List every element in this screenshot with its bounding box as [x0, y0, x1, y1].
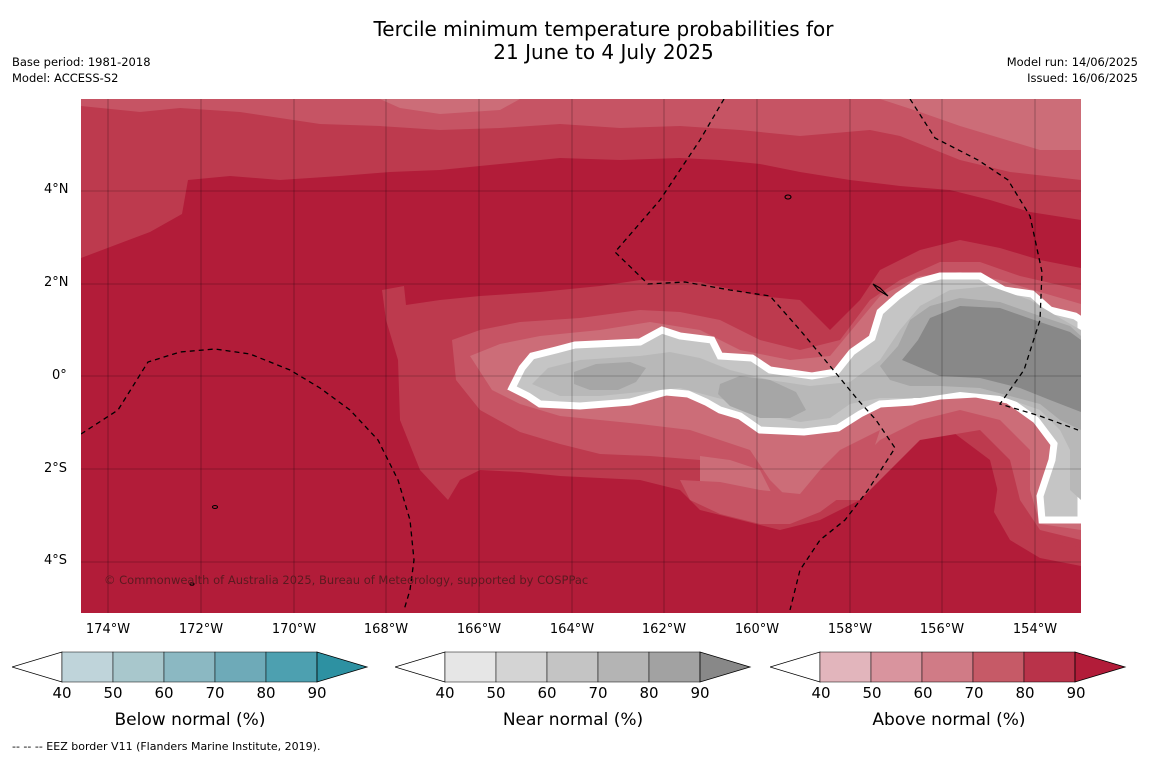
colorbar-segment — [597, 651, 650, 683]
model-name: Model: ACCESS-S2 — [12, 71, 119, 85]
colorbar-below-normal — [12, 651, 369, 683]
colorbar-near-normal — [395, 651, 752, 683]
colorbar-segment — [61, 651, 114, 683]
above-80-north-band — [81, 99, 1081, 258]
colorbar-segment — [921, 651, 974, 683]
lon-label-154w: 154°W — [1012, 622, 1058, 637]
near-80-patch-west — [574, 362, 646, 390]
meta-left: Base period: 1981-2018 Model: ACCESS-S2 — [12, 54, 151, 86]
colorbar-title-below: Below normal (%) — [114, 710, 266, 730]
colorbar-segment — [819, 651, 872, 683]
model-run: Model run: 14/06/2025 — [1006, 55, 1138, 69]
colorbar-over-arrow — [316, 651, 369, 683]
above-70-south-lobe — [680, 430, 880, 524]
lon-label-160w: 160°W — [734, 622, 780, 637]
above-80-southeast-lobe — [994, 470, 1081, 566]
lon-label-172w: 172°W — [178, 622, 224, 637]
lon-label-166w: 166°W — [456, 622, 502, 637]
above-70-north-band — [81, 99, 1081, 180]
tick-label: 50 — [862, 684, 882, 702]
lon-label-162w: 162°W — [641, 622, 687, 637]
colorbar-over-arrow — [699, 651, 752, 683]
lon-label-170w: 170°W — [271, 622, 317, 637]
colorbar-title-above: Above normal (%) — [872, 710, 1026, 730]
tick-label: 90 — [1066, 684, 1086, 702]
meta-right: Model run: 14/06/2025 Issued: 16/06/2025 — [1007, 54, 1138, 86]
lon-label-164w: 164°W — [549, 622, 595, 637]
gridlines — [81, 99, 1081, 613]
colorbar-under-arrow — [770, 651, 821, 683]
eez-border-west — [81, 348, 415, 611]
near-80-patch-central — [718, 376, 806, 418]
colorbar-segment — [870, 651, 923, 683]
tick-label: 80 — [256, 684, 276, 702]
tick-label: 90 — [307, 684, 327, 702]
tick-label: 90 — [690, 684, 710, 702]
colorbar-title-near: Near normal (%) — [502, 710, 644, 730]
colorbar-under-arrow — [12, 651, 63, 683]
colorbar-segment — [648, 651, 701, 683]
tick-label: 70 — [205, 684, 225, 702]
tick-label: 80 — [1015, 684, 1035, 702]
lon-label-156w: 156°W — [919, 622, 965, 637]
base-period: Base period: 1981-2018 — [12, 55, 151, 69]
title-line-1: Tercile minimum temperature probabilitie… — [373, 17, 834, 41]
tick-label: 50 — [486, 684, 506, 702]
lat-label-4s: 4°S — [44, 553, 68, 568]
tick-label: 60 — [913, 684, 933, 702]
lat-label-0: 0° — [52, 368, 67, 383]
colorbar-segment — [495, 651, 548, 683]
tick-label: 60 — [154, 684, 174, 702]
colorbar-segment — [265, 651, 318, 683]
lat-label-2n: 2°N — [44, 275, 69, 290]
eez-border-central — [614, 99, 896, 611]
tick-label: 40 — [811, 684, 831, 702]
colorbar-segment — [214, 651, 267, 683]
lat-label-4n: 4°N — [44, 182, 69, 197]
title-line-2: 21 June to 4 July 2025 — [493, 40, 714, 64]
tick-label: 70 — [964, 684, 984, 702]
chart-title: Tercile minimum temperature probabilitie… — [0, 18, 1150, 64]
tick-label: 50 — [103, 684, 123, 702]
lon-label-168w: 168°W — [363, 622, 409, 637]
issued-date: Issued: 16/06/2025 — [1027, 71, 1138, 85]
colorbar-segment — [546, 651, 599, 683]
islands — [189, 194, 889, 586]
above-60-north-patch-2 — [380, 99, 520, 114]
colorbar-over-arrow — [1074, 651, 1127, 683]
tick-label: 80 — [639, 684, 659, 702]
tick-label: 60 — [537, 684, 557, 702]
eez-borders — [81, 99, 1079, 611]
tick-label: 70 — [588, 684, 608, 702]
above-60-north-patch — [880, 99, 1081, 150]
lon-label-174w: 174°W — [85, 622, 131, 637]
lat-label-2s: 2°S — [44, 461, 68, 476]
colorbar-segment — [444, 651, 497, 683]
colorbar-segment — [112, 651, 165, 683]
tick-label: 40 — [52, 684, 72, 702]
colorbar-segment — [972, 651, 1025, 683]
colorbar-segment — [1023, 651, 1076, 683]
tick-label: 40 — [435, 684, 455, 702]
colorbar-segment — [163, 651, 216, 683]
eez-legend-note: -- -- -- EEZ border V11 (Flanders Marine… — [12, 740, 321, 753]
colorbar-above-normal — [770, 651, 1127, 683]
copyright-notice: © Commonwealth of Australia 2025, Bureau… — [104, 573, 589, 587]
map-area — [81, 99, 1081, 613]
colorbar-under-arrow — [395, 651, 446, 683]
lon-label-158w: 158°W — [827, 622, 873, 637]
